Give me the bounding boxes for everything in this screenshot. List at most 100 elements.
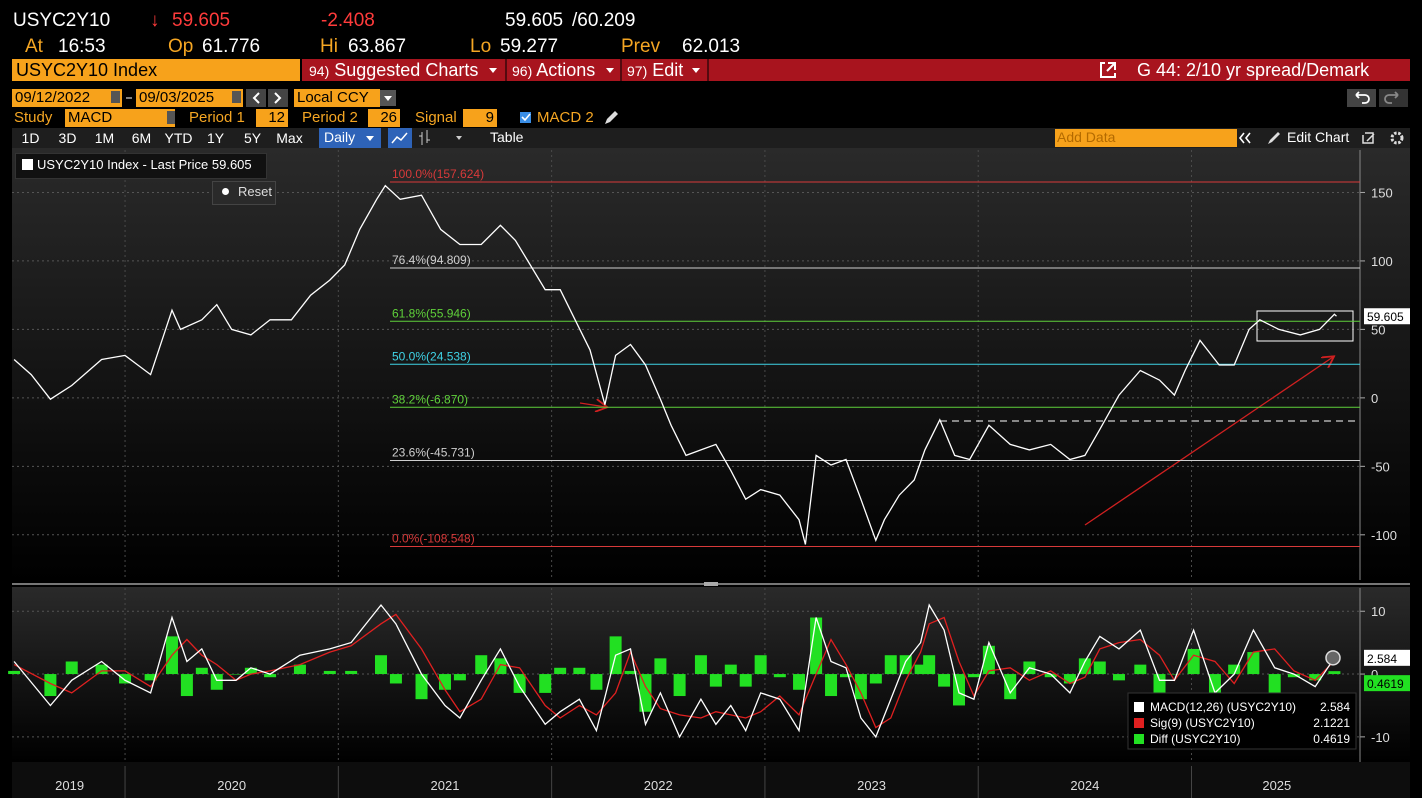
toolbar-icons	[366, 128, 1404, 148]
calendar-icon[interactable]	[232, 91, 241, 103]
edit-chart[interactable]: Edit Chart	[1287, 129, 1350, 145]
reset: Reset	[238, 184, 272, 199]
diff-bar	[264, 674, 277, 678]
start-date[interactable]: 09/12/2022	[12, 89, 122, 107]
line-icon[interactable]	[388, 128, 412, 148]
legend-name: USYC2Y10 Index - Last Price	[37, 157, 209, 172]
diff-bar	[374, 655, 387, 675]
legend-value: 2.584	[1320, 700, 1350, 714]
diff-bar	[415, 674, 428, 700]
diff-bar	[573, 667, 586, 675]
undo[interactable]	[1347, 89, 1376, 107]
diff-bar	[389, 674, 402, 684]
diff-bar	[1168, 674, 1181, 675]
y-tick-label: 100	[1371, 254, 1393, 269]
next-button[interactable]	[268, 89, 288, 107]
divider-handle[interactable]	[704, 582, 718, 586]
diff-bar	[793, 674, 806, 690]
high: 63.867	[348, 36, 407, 57]
bar-icon[interactable]	[419, 130, 430, 145]
fib-label: 61.8%(55.946)	[392, 306, 471, 320]
last-value-tag	[1364, 308, 1410, 325]
period2[interactable]: 26	[368, 109, 400, 127]
diff-bar	[1309, 674, 1322, 681]
range-button[interactable]: YTD	[164, 130, 193, 146]
y-tick-label: 50	[1371, 322, 1385, 337]
period2-label: Period 2	[302, 109, 358, 126]
diff-bar	[754, 655, 767, 675]
range-button[interactable]: 1D	[21, 130, 40, 146]
period1-label: Period 1	[189, 109, 245, 126]
study-dropdown[interactable]	[167, 111, 175, 124]
dropdown-arrow	[489, 68, 700, 73]
frequency: Daily	[324, 129, 356, 145]
legend-label: USYC2Y10 Index - Last Price 59.605	[37, 157, 252, 172]
diff-bar	[967, 674, 980, 678]
series-line	[13, 603, 1335, 739]
diff-bar	[590, 674, 603, 690]
diff-bar	[323, 670, 336, 675]
signal-label: Signal	[415, 109, 457, 126]
collapse[interactable]	[1238, 132, 1251, 144]
diff-bar	[914, 664, 927, 675]
diff-bar	[554, 667, 567, 675]
menu-item[interactable]: 94) Suggested Charts	[309, 60, 478, 81]
popout-icon[interactable]	[1100, 62, 1116, 78]
direction: ↓	[150, 10, 160, 31]
diff-bar	[180, 674, 193, 697]
y-tick-label: 0	[1371, 391, 1378, 406]
x-tick-label: 2021	[431, 778, 460, 793]
range-buttons: 1D 3D 1M 6M YTD 1Y 5Y Max	[12, 128, 308, 148]
y-tick-label: 10	[1371, 604, 1385, 619]
range-button[interactable]: Max	[276, 130, 303, 146]
y-tick-label: 150	[1371, 185, 1393, 200]
security-box[interactable]	[12, 59, 300, 81]
chart-settings[interactable]	[1362, 132, 1375, 144]
currency[interactable]: Local CCY	[294, 89, 380, 107]
diff-bar	[1328, 671, 1341, 675]
diff-bar	[673, 674, 686, 697]
range-button[interactable]: 5Y	[243, 130, 262, 146]
add-data-box[interactable]	[1055, 129, 1237, 147]
menu-item[interactable]: 96) Actions	[512, 60, 595, 81]
range-button[interactable]: 1M	[94, 130, 115, 146]
bid: 59.605	[505, 10, 564, 31]
diff-bar	[1228, 664, 1241, 675]
signal[interactable]: 9	[463, 109, 497, 127]
diff-bar	[8, 670, 21, 675]
period1[interactable]: 12	[256, 109, 288, 127]
diff-bar	[475, 655, 488, 675]
macd2-icons	[167, 111, 618, 124]
diff-bar	[773, 674, 786, 678]
fib-label: 38.2%(-6.870)	[392, 392, 468, 406]
redo[interactable]	[1379, 89, 1408, 107]
menu-label: Actions	[536, 60, 596, 80]
diff-bar	[923, 655, 936, 675]
table-button[interactable]: Table	[490, 129, 524, 145]
macd-legend-box	[1127, 692, 1357, 750]
security: USYC2Y10 Index	[16, 60, 158, 80]
pencil-icon[interactable]	[605, 111, 618, 124]
fib-label: 0.0%(-108.548)	[392, 532, 475, 546]
range-button[interactable]: 6M	[131, 130, 152, 146]
end-date[interactable]: 09/03/2025	[136, 89, 243, 107]
diff-bar	[709, 674, 722, 687]
frequency-box[interactable]	[319, 128, 381, 148]
menu-item[interactable]: 97) Edit	[627, 60, 683, 81]
open: 61.776	[202, 36, 261, 57]
range-button[interactable]: 3D	[58, 130, 77, 146]
range-button[interactable]: 1Y	[206, 130, 225, 146]
high-label: Hi	[320, 36, 338, 57]
prev-button[interactable]	[246, 89, 266, 107]
fib-label: 50.0%(24.538)	[392, 349, 471, 363]
calendar-icon[interactable]	[111, 91, 120, 103]
macd2-checkbox[interactable]	[520, 112, 531, 123]
diff-bar	[1004, 674, 1017, 700]
reset-button[interactable]	[212, 181, 276, 205]
x-tick-label: 2022	[644, 778, 673, 793]
study[interactable]: MACD	[65, 109, 175, 127]
gear[interactable]	[1390, 131, 1404, 145]
add-data[interactable]: Add Data	[1057, 129, 1116, 145]
diff-bar	[739, 674, 752, 687]
